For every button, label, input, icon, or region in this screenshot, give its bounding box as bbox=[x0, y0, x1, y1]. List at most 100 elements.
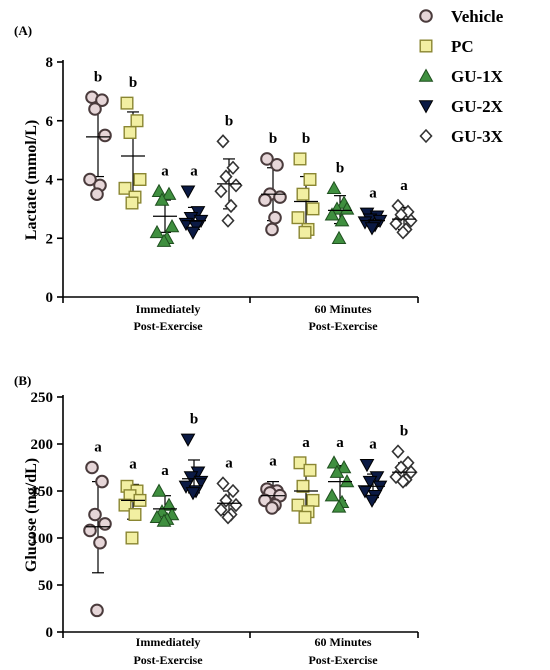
panel-b-y-tick-label-50: 50 bbox=[38, 578, 53, 594]
panel-b-gu-3x-g1-point bbox=[216, 476, 230, 491]
panel-a-vehicle-g1-point bbox=[83, 172, 97, 187]
panel-b-y-tick-label-0: 0 bbox=[46, 625, 54, 641]
panel-b-vehicle-g1-point bbox=[90, 603, 104, 618]
panel-a-gu-3x-g2-point bbox=[389, 216, 403, 231]
panel-a-vehicle-g2-point bbox=[273, 190, 287, 204]
panel-a-y-tick-label-0: 0 bbox=[46, 290, 54, 306]
panel-b-gu-1x-g2-point bbox=[331, 499, 347, 513]
panel-a-y-tick-label-6: 6 bbox=[46, 114, 54, 130]
panel-b-pc-g2-point bbox=[306, 493, 320, 507]
panel-a-gu-3x-g1-point bbox=[226, 160, 240, 175]
panel-a-gu-1x-g1-letter: a bbox=[161, 163, 169, 179]
panel-b-y-tick-label-150: 150 bbox=[31, 484, 54, 500]
panel-a-vehicle-g2-point bbox=[270, 158, 284, 172]
panel-b-vehicle-g1-point bbox=[88, 507, 102, 522]
panel-a-gu-2x-g2-point bbox=[364, 222, 380, 236]
panel-a-pc-g1-point bbox=[123, 125, 137, 139]
panel-a-gu-1x-g2-point bbox=[339, 201, 355, 215]
panel-b-gu-2x-g1-point bbox=[178, 480, 194, 494]
panel-a-vehicle-g2-point bbox=[265, 222, 279, 237]
panel-a-gu-2x-g1-letter: a bbox=[190, 163, 198, 179]
panel-b-gu-1x-g2-point bbox=[336, 459, 352, 474]
panel-b-gu-3x-g1-point bbox=[226, 483, 240, 499]
panel-b-gu-2x-g1-point bbox=[180, 433, 196, 447]
panel-b-vehicle-g1-point bbox=[98, 517, 112, 531]
panel-a-gu-1x-g1-point bbox=[161, 186, 177, 200]
legend-marker-gu-1x bbox=[418, 68, 434, 82]
panel-a-gu-3x-g1-point bbox=[221, 213, 235, 228]
panel-a-gu-1x-g2-letter: b bbox=[336, 160, 344, 176]
panel-a-vehicle-g2-point bbox=[258, 193, 272, 207]
panel-b-gu-1x-g1-point bbox=[156, 513, 172, 527]
panel-a-gu-1x-g2-point bbox=[324, 207, 340, 221]
panel-b-group-1-line2: Post-Exercise bbox=[133, 653, 203, 667]
panel-a-gu-3x-g1-point bbox=[224, 198, 238, 214]
panel-a-gu-1x-g1-point bbox=[149, 224, 165, 239]
panel-b-gu-1x-g2-point bbox=[324, 488, 340, 502]
panel-b-gu-1x-g1-point bbox=[149, 509, 165, 524]
panel-a-label: (A) bbox=[14, 23, 32, 38]
legend-marker-vehicle bbox=[419, 9, 433, 23]
panel-a-gu-3x-g1-point bbox=[229, 178, 243, 193]
panel-b-group-1-line1: Immediately bbox=[136, 635, 201, 649]
panel-b-gu-1x-g2-point bbox=[329, 464, 345, 478]
panel-a-pc-g1-point bbox=[130, 114, 144, 128]
panel-b-pc-g2-point bbox=[298, 510, 312, 524]
panel-b-pc-g1-letter: a bbox=[129, 456, 137, 472]
panel-a-gu-2x-g2-letter: a bbox=[369, 185, 377, 201]
legend-label-gu-1x: GU-1X bbox=[451, 67, 504, 86]
legend-label-pc: PC bbox=[451, 37, 474, 56]
panel-a-vehicle-g2-point bbox=[260, 152, 274, 166]
panel-a-gu-1x-g1-point bbox=[156, 233, 172, 247]
panel-b-vehicle-g1-letter: a bbox=[94, 440, 102, 456]
panel-a-gu-3x-g2-letter: a bbox=[400, 178, 408, 194]
panel-b-gu-2x-g2-letter: a bbox=[369, 437, 377, 453]
panel-a-pc-g1-point bbox=[125, 196, 139, 210]
panel-b-gu-2x-g1-point bbox=[185, 487, 201, 501]
panel-a-gu-3x-g2-point bbox=[394, 207, 408, 222]
legend-label-gu-2x: GU-2X bbox=[451, 97, 504, 116]
panel-a-group-1-line2: Post-Exercise bbox=[133, 319, 203, 333]
panel-a-pc-g2-letter: b bbox=[302, 131, 310, 147]
panel-b-gu-2x-g2-point bbox=[362, 475, 378, 490]
panel-b-gu-3x-g1-letter: a bbox=[225, 455, 233, 471]
panel-b-pc-g2-point bbox=[291, 498, 305, 512]
panel-b-gu-2x-g1-letter: b bbox=[190, 411, 198, 427]
panel-b-vehicle-g1-point bbox=[93, 535, 107, 550]
panel-a-pc-g2-point bbox=[298, 225, 312, 239]
panel-b-gu-1x-g1-point bbox=[161, 497, 177, 511]
panel-b-vehicle-g1-point bbox=[85, 460, 99, 475]
panel-a-pc-g1-point bbox=[118, 181, 132, 195]
panel-a-vehicle-g1-point bbox=[98, 128, 112, 143]
panel-b-group-2-line2: Post-Exercise bbox=[308, 653, 378, 667]
panel-a-pc-g2-point bbox=[303, 172, 317, 186]
panel-b-y-tick-label-250: 250 bbox=[31, 390, 54, 406]
legend-label-gu-3x: GU-3X bbox=[451, 127, 504, 146]
panel-a-gu-3x-g1-point bbox=[214, 184, 228, 199]
panel-b-pc-g2-point bbox=[296, 479, 310, 493]
panel-a-vehicle-g2-letter: b bbox=[269, 131, 277, 147]
panel-b-pc-g2-point bbox=[293, 456, 307, 470]
panel-a-y-axis-label: Lactate (mmol/L) bbox=[23, 120, 40, 240]
panel-b-gu-2x-g2-point bbox=[364, 494, 380, 508]
panel-b-vehicle-g1-point bbox=[83, 523, 97, 538]
panel-b-gu-2x-g1-point bbox=[183, 471, 199, 485]
panel-a-gu-1x-g1-point bbox=[151, 183, 167, 197]
panel-a-gu-1x-g2-point bbox=[326, 180, 342, 195]
panel-b-gu-3x-g1-point bbox=[221, 510, 235, 525]
panel-a-vehicle-g2-point bbox=[268, 210, 282, 225]
panel-a-gu-3x-g1-point bbox=[216, 134, 230, 149]
panel-b-gu-3x-g2-letter: b bbox=[400, 424, 408, 440]
panel-b-vehicle-g2-point bbox=[265, 501, 279, 515]
legend-marker-gu-2x bbox=[418, 100, 434, 114]
panel-b-pc-g2-point bbox=[303, 463, 317, 477]
panel-b-gu-1x-g2-point bbox=[326, 455, 342, 469]
panel-a-pc-g2-point bbox=[306, 202, 320, 216]
panel-a-gu-3x-g2-point bbox=[396, 225, 410, 240]
panel-a-gu-2x-g1-point bbox=[180, 185, 196, 199]
legend-label-vehicle: Vehicle bbox=[451, 7, 504, 26]
panel-a-gu-1x-g1-point bbox=[154, 192, 170, 206]
panel-b-label: (B) bbox=[14, 373, 31, 388]
panel-a-pc-g1-letter: b bbox=[129, 75, 137, 91]
